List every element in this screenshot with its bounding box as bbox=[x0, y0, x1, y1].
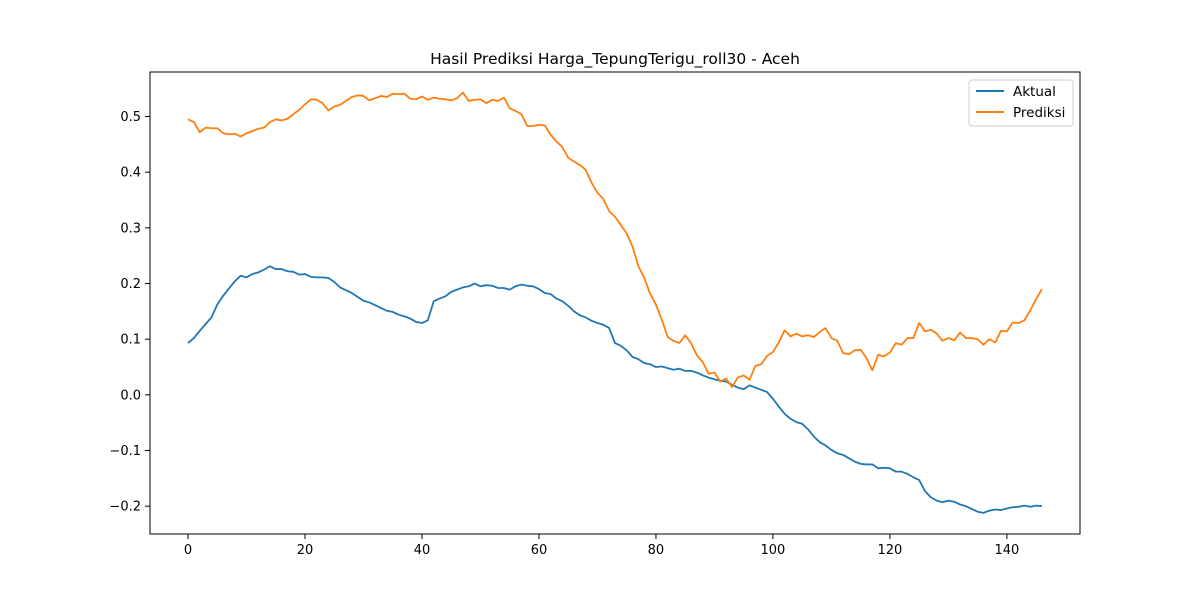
series-line-prediksi bbox=[187, 91, 1043, 388]
y-tick-label: 0.3 bbox=[120, 221, 141, 236]
x-tick-label: 60 bbox=[531, 543, 548, 558]
x-tick-label: 20 bbox=[297, 543, 314, 558]
legend-label-prediksi: Prediksi bbox=[1013, 105, 1065, 121]
legend: Aktual Prediksi bbox=[968, 79, 1074, 127]
y-tick-label: 0.0 bbox=[120, 388, 141, 403]
y-tick-label: 0.4 bbox=[120, 166, 141, 181]
x-tick-label: 140 bbox=[994, 543, 1019, 558]
legend-label-aktual: Aktual bbox=[1013, 84, 1056, 100]
y-tick-label: −0.1 bbox=[109, 444, 141, 459]
y-tick-label: 0.2 bbox=[120, 277, 141, 292]
x-tick-label: 0 bbox=[184, 543, 192, 558]
series-layer bbox=[187, 91, 1043, 514]
x-tick-label: 80 bbox=[648, 543, 665, 558]
x-axis: 0 20 40 60 80 100 120 140 bbox=[184, 534, 1019, 558]
chart-title: Hasil Prediksi Harga_TepungTerigu_roll30… bbox=[430, 50, 800, 69]
y-tick-label: 0.1 bbox=[120, 333, 141, 348]
x-tick-label: 120 bbox=[877, 543, 902, 558]
y-tick-label: 0.5 bbox=[120, 110, 141, 125]
y-tick-label: −0.2 bbox=[109, 500, 141, 515]
x-tick-label: 100 bbox=[761, 543, 786, 558]
y-axis: −0.2 −0.1 0.0 0.1 0.2 0.3 0.4 0.5 bbox=[109, 110, 150, 515]
x-tick-label: 40 bbox=[414, 543, 431, 558]
plot-frame bbox=[149, 71, 1081, 535]
plot-area bbox=[149, 71, 1081, 535]
series-line-aktual bbox=[187, 265, 1043, 514]
